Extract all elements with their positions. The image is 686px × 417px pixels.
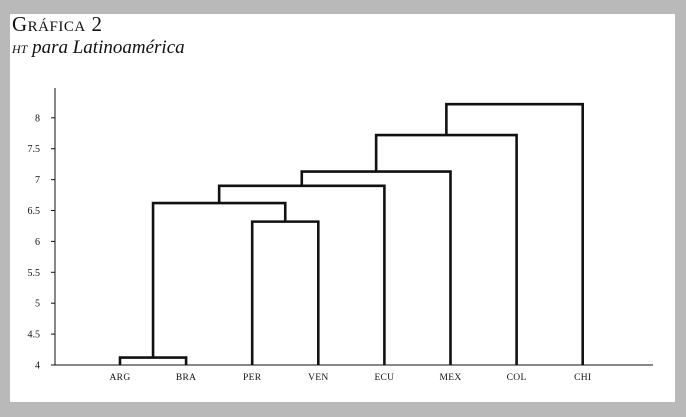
chart-frame xyxy=(10,14,675,402)
category-label: CHI xyxy=(574,373,591,383)
category-label: ECU xyxy=(374,373,394,383)
chart-title-prefix: Gráfica xyxy=(12,12,86,36)
merge-link-7 xyxy=(445,102,584,365)
y-tick-label: 4 xyxy=(35,361,40,372)
category-label: MEX xyxy=(439,373,461,383)
category-label: COL xyxy=(507,373,527,383)
category-label: BRA xyxy=(176,373,196,383)
chart-title: Gráfica 2 ht para Latinoamérica xyxy=(12,12,185,60)
merge-link-2 xyxy=(250,220,320,365)
chart-title-main: Gráfica 2 xyxy=(12,12,185,36)
chart-title-number: 2 xyxy=(91,12,103,36)
chart-subtitle-rest: para Latinoamérica xyxy=(27,37,185,58)
category-labels: ARG BRA PER VEN ECU MEX COL CHI xyxy=(110,373,592,383)
merge-link-1 xyxy=(118,356,188,365)
y-tick-label: 4.5 xyxy=(28,330,41,341)
merge-link-5 xyxy=(300,170,452,365)
merge-link-3 xyxy=(151,201,287,358)
merge-link-4 xyxy=(217,184,386,365)
category-label: ARG xyxy=(110,373,131,383)
y-tick-label: 5 xyxy=(35,299,40,310)
category-label: VEN xyxy=(308,373,328,383)
y-tick-label: 6.5 xyxy=(28,206,41,217)
y-tick-label: 7 xyxy=(35,175,40,186)
y-tick-label: 8 xyxy=(35,113,40,124)
chart-subtitle-abbr: ht xyxy=(12,38,28,57)
merge-link-6 xyxy=(374,133,518,365)
y-tick-label: 7.5 xyxy=(28,144,41,155)
chart-subtitle: ht para Latinoamérica xyxy=(12,36,185,60)
dendrogram-links xyxy=(118,102,584,365)
chart-axes: 4 4.5 5 5.5 6 6.5 7 7.5 8 xyxy=(28,88,653,372)
y-tick-label: 6 xyxy=(35,237,40,248)
category-label: PER xyxy=(243,373,262,383)
y-tick-label: 5.5 xyxy=(28,268,41,279)
